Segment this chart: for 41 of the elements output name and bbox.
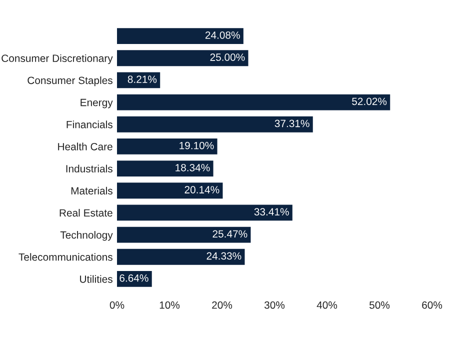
x-tick-label: 50% — [369, 301, 390, 309]
data-label: 52.02% — [352, 98, 387, 106]
y-tick-label: Industrials — [66, 164, 112, 172]
bar — [117, 182, 223, 199]
x-tick-label: 40% — [316, 301, 338, 309]
bar — [117, 94, 390, 110]
bar — [117, 138, 218, 154]
y-tick-label: Consumer Discretionary — [2, 54, 113, 64]
bar — [117, 50, 248, 66]
y-tick-label: Telecommunications — [18, 253, 112, 261]
data-label: 20.14% — [184, 186, 220, 194]
bar — [117, 204, 292, 221]
bar — [117, 226, 251, 243]
data-label: 25.47% — [212, 230, 248, 238]
y-tick-label: Consumer Staples — [28, 76, 112, 86]
y-tick-label: Financials — [66, 120, 112, 128]
bar — [117, 271, 152, 287]
y-tick-label: Real Estate — [60, 208, 112, 217]
data-label: 24.08% — [205, 31, 240, 39]
data-label: 33.41% — [254, 208, 289, 216]
data-label: 19.10% — [180, 142, 214, 150]
data-label: 24.33% — [206, 252, 242, 260]
data-label: 6.64% — [120, 274, 148, 282]
x-tick-label: 30% — [264, 301, 285, 309]
x-tick-label: 20% — [212, 301, 232, 309]
y-tick-label: Health Care — [58, 142, 112, 150]
data-label: 18.34% — [176, 164, 210, 172]
x-tick-label: 0% — [110, 301, 124, 309]
y-tick-label: Technology — [60, 231, 113, 241]
y-tick-label: Materials — [71, 186, 112, 194]
x-tick-label: 60% — [422, 301, 442, 309]
bar — [117, 28, 244, 44]
bar — [117, 248, 245, 265]
data-label: 37.31% — [274, 120, 310, 128]
data-label: 25.00% — [210, 54, 245, 61]
data-label: 8.21% — [128, 76, 157, 84]
bar — [117, 116, 313, 132]
x-tick-label: 10% — [160, 301, 180, 309]
y-tick-label: Energy — [80, 98, 113, 108]
y-tick-label: Utilities — [80, 275, 112, 283]
bar — [117, 160, 214, 176]
